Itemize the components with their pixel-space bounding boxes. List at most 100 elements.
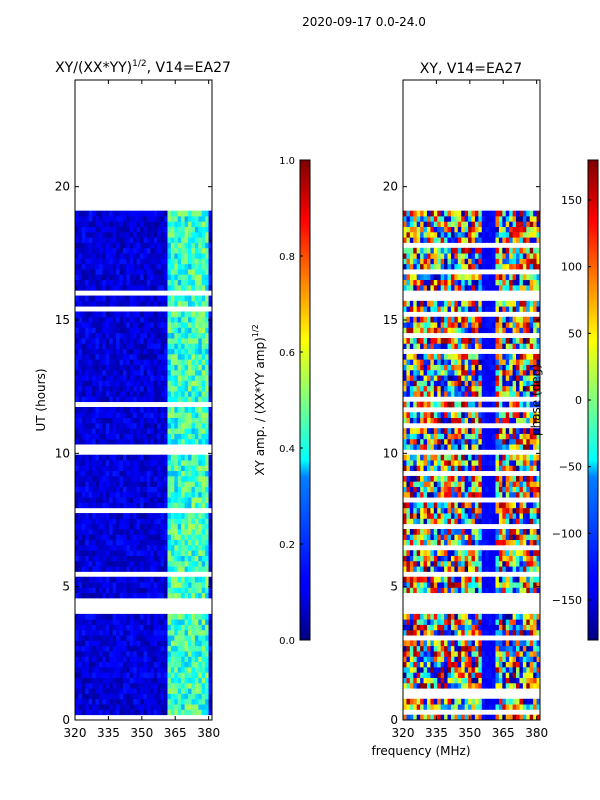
heatmap-cell (112, 460, 117, 466)
heatmap-cell (205, 316, 209, 323)
heatmap-cell (191, 651, 196, 657)
heatmap-cell (88, 364, 93, 371)
heatmap-cell (112, 221, 117, 227)
heatmap-cell (95, 353, 100, 360)
heatmap-cell (133, 364, 138, 371)
heatmap-cell (205, 587, 209, 594)
heatmap-cell (478, 656, 483, 663)
heatmap-cell (98, 242, 103, 249)
heatmap-cell (191, 534, 196, 541)
heatmap-cell (146, 550, 151, 556)
heatmap-cell (92, 529, 96, 535)
heatmap-cell (78, 491, 83, 498)
heatmap-cell (536, 682, 540, 689)
heatmap-cell (92, 555, 96, 562)
heatmap-cell (505, 491, 510, 498)
heatmap-cell (194, 629, 199, 636)
heatmap-cell (433, 613, 438, 620)
heatmap-cell (170, 709, 175, 716)
heatmap-cell (205, 651, 209, 657)
heatmap-cell (167, 529, 172, 535)
heatmap-cell (488, 582, 493, 588)
heatmap-cell (177, 666, 182, 673)
heatmap-cell (95, 656, 100, 663)
heatmap-cell (433, 619, 438, 625)
heatmap-cell (492, 576, 496, 583)
heatmap-cell (519, 560, 524, 567)
heatmap-cell (102, 475, 107, 482)
heatmap-cell (440, 518, 445, 525)
heatmap-cell (133, 300, 138, 307)
heatmap-cell (143, 237, 148, 243)
heatmap-cell (170, 534, 175, 541)
heatmap-cell (474, 513, 479, 519)
heatmap-cell (423, 550, 428, 556)
heatmap-cell (85, 284, 90, 291)
heatmap-cell (98, 613, 103, 620)
heatmap-cell (174, 475, 179, 482)
heatmap-cell (109, 688, 114, 694)
heatmap-cell (522, 444, 527, 450)
heatmap-cell (208, 396, 212, 403)
heatmap-cell (167, 417, 172, 424)
heatmap-cell (136, 385, 141, 392)
heatmap-cell (160, 688, 165, 694)
heatmap-cell (122, 661, 127, 668)
heatmap-cell (516, 629, 520, 636)
heatmap-cell (150, 284, 155, 291)
heatmap-cell (81, 587, 86, 594)
heatmap-cell (403, 481, 407, 487)
heatmap-cell (78, 619, 83, 625)
heatmap-cell (409, 444, 414, 450)
heatmap-cell (474, 550, 479, 556)
heatmap-cell (116, 470, 120, 477)
heatmap-cell (181, 513, 185, 519)
heatmap-cell (85, 247, 90, 254)
heatmap-cell (177, 502, 182, 509)
heatmap-cell (157, 491, 162, 498)
heatmap-cell (533, 465, 537, 472)
heatmap-cell (188, 359, 192, 365)
heatmap-cell (92, 221, 96, 227)
heatmap-cell (413, 645, 418, 652)
heatmap-cell (78, 348, 83, 355)
heatmap-cell (133, 247, 138, 254)
heatmap-cell (116, 279, 120, 286)
heatmap-cell (188, 619, 192, 625)
heatmap-cell (126, 242, 131, 249)
heatmap-cell (444, 539, 448, 546)
heatmap-cell (177, 253, 182, 259)
heatmap-cell (102, 428, 107, 434)
heatmap-cell (512, 704, 517, 710)
heatmap-cell (112, 375, 117, 381)
heatmap-cell (485, 465, 490, 472)
heatmap-cell (198, 513, 203, 519)
heatmap-cell (440, 534, 445, 541)
heatmap-cell (126, 698, 131, 705)
heatmap-cell (471, 481, 476, 487)
heatmap-cell (153, 555, 158, 562)
heatmap-cell (112, 380, 117, 387)
heatmap-cell (129, 693, 134, 700)
heatmap-cell (440, 666, 445, 673)
heatmap-cell (170, 412, 175, 418)
heatmap-cell (447, 491, 452, 498)
heatmap-cell (119, 364, 124, 371)
heatmap-cell (481, 576, 486, 583)
heatmap-cell (174, 640, 179, 647)
heatmap-cell (116, 396, 120, 403)
heatmap-cell (194, 486, 199, 493)
heatmap-cell (191, 417, 196, 424)
heatmap-cell (474, 507, 479, 514)
heatmap-cell (522, 661, 527, 668)
heatmap-cell (75, 566, 79, 572)
heatmap-cell (102, 550, 107, 556)
heatmap-cell (485, 704, 490, 710)
heatmap-cell (109, 428, 114, 434)
heatmap-cell (105, 385, 110, 392)
heatmap-cell (109, 534, 114, 541)
heatmap-cell (184, 391, 189, 397)
heatmap-cell (464, 645, 469, 652)
heatmap-cell (122, 343, 127, 350)
heatmap-cell (188, 582, 192, 588)
